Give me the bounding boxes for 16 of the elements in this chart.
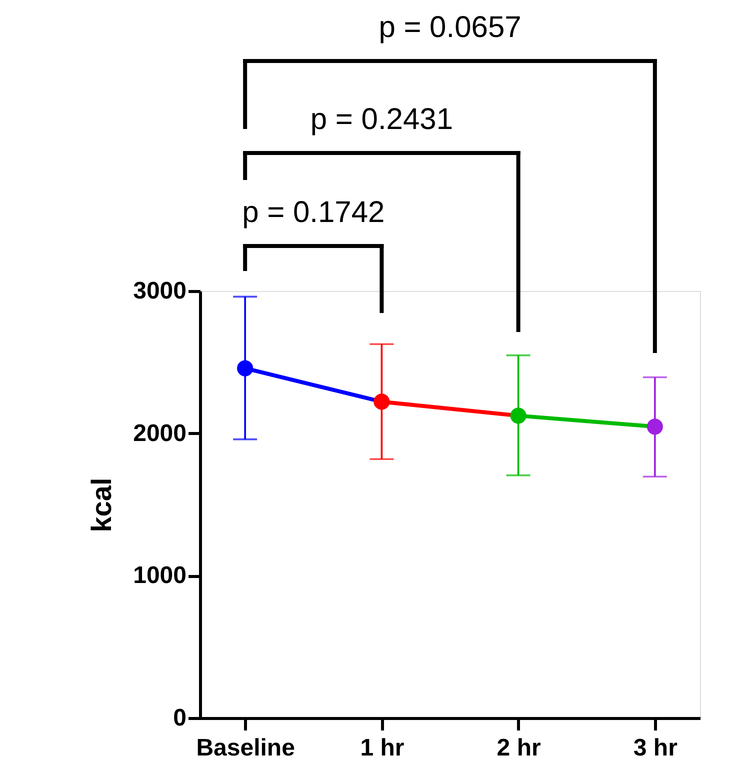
point (510, 408, 526, 424)
point (374, 394, 390, 410)
x-tick-label: 2 hr (496, 734, 541, 762)
x-tick-label: 3 hr (633, 734, 678, 762)
point (646, 418, 663, 435)
text: p = 0.0657 (378, 11, 522, 44)
y-tick-label: 1000 (133, 562, 186, 590)
x-tick-label: Baseline (196, 734, 295, 762)
y-tick-label: 2000 (133, 420, 186, 447)
x-tick-label: 1 hr (360, 734, 404, 762)
y-axis-title: kcal (86, 478, 118, 532)
text: p = 0.1742 (242, 196, 385, 229)
point (237, 360, 254, 376)
text: p = 0.2431 (310, 103, 454, 136)
y-tick-label: 3000 (133, 278, 186, 304)
y-tick-label: 0 (173, 704, 186, 732)
